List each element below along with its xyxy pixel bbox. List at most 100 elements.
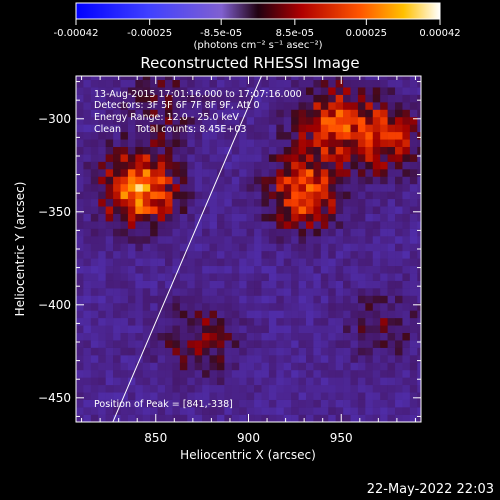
heatmap-pixel — [224, 340, 233, 348]
heatmap-pixel — [380, 243, 388, 252]
heatmap-pixel — [105, 124, 114, 133]
heatmap-pixel — [172, 340, 181, 348]
heatmap-pixel — [83, 317, 92, 326]
heatmap-pixel — [357, 295, 366, 304]
heatmap-pixel — [209, 340, 218, 348]
heatmap-pixel — [98, 258, 106, 267]
heatmap-pixel — [283, 176, 292, 185]
heatmap-pixel — [365, 206, 374, 214]
heatmap-pixel — [135, 384, 144, 393]
heatmap-pixel — [224, 310, 233, 319]
heatmap-pixel — [90, 94, 99, 103]
heatmap-pixel — [246, 191, 255, 200]
heatmap-pixel — [283, 362, 292, 371]
heatmap-pixel — [261, 213, 270, 222]
heatmap-pixel — [402, 325, 411, 334]
heatmap-pixel — [239, 340, 247, 348]
heatmap-pixel — [306, 340, 314, 348]
heatmap-pixel — [365, 116, 374, 125]
heatmap-pixel — [209, 116, 218, 125]
heatmap-pixel — [268, 317, 277, 326]
heatmap-pixel — [372, 347, 381, 356]
heatmap-pixel — [150, 265, 158, 274]
heatmap-pixel — [357, 76, 366, 81]
heatmap-pixel — [90, 102, 99, 110]
heatmap-pixel — [142, 94, 151, 103]
heatmap-pixel — [372, 407, 381, 415]
y-tick-label: −350 — [38, 205, 71, 219]
heatmap-pixel — [98, 377, 106, 386]
heatmap-pixel — [90, 399, 99, 408]
heatmap-pixel — [246, 295, 255, 304]
heatmap-pixel — [216, 235, 225, 244]
heatmap-pixel — [402, 116, 411, 125]
heatmap-pixel — [276, 169, 285, 177]
heatmap-pixel — [306, 280, 314, 289]
heatmap-pixel — [127, 154, 136, 162]
heatmap-pixel — [306, 124, 314, 133]
heatmap-pixel — [194, 310, 203, 319]
heatmap-pixel — [417, 414, 421, 422]
heatmap-pixel — [254, 109, 262, 118]
heatmap-pixel — [90, 131, 99, 140]
heatmap-pixel — [417, 332, 421, 341]
heatmap-pixel — [246, 228, 255, 237]
heatmap-pixel — [276, 392, 285, 400]
heatmap-pixel — [105, 213, 114, 222]
heatmap-pixel — [105, 250, 114, 259]
heatmap-pixel — [105, 295, 114, 304]
heatmap-pixel — [291, 183, 299, 192]
heatmap-pixel — [313, 265, 322, 274]
heatmap-pixel — [365, 392, 374, 400]
heatmap-pixel — [231, 302, 240, 311]
heatmap-pixel — [261, 131, 270, 140]
heatmap-pixel — [409, 399, 418, 408]
heatmap-pixel — [409, 102, 418, 110]
heatmap-pixel — [306, 295, 314, 304]
heatmap-pixel — [291, 94, 299, 103]
heatmap-pixel — [90, 295, 99, 304]
heatmap-pixel — [380, 258, 388, 267]
heatmap-pixel — [120, 317, 129, 326]
heatmap-pixel — [291, 146, 299, 155]
heatmap-pixel — [202, 377, 210, 386]
heatmap-pixel — [224, 131, 233, 140]
heatmap-pixel — [298, 377, 307, 386]
heatmap-pixel — [224, 154, 233, 162]
heatmap-pixel — [298, 332, 307, 341]
heatmap-pixel — [291, 369, 299, 378]
heatmap-pixel — [246, 109, 255, 118]
heatmap-pixel — [202, 221, 210, 229]
heatmap-pixel — [291, 176, 299, 185]
heatmap-pixel — [365, 325, 374, 334]
heatmap-pixel — [216, 355, 225, 363]
heatmap-pixel — [276, 198, 285, 207]
heatmap-pixel — [268, 191, 277, 200]
heatmap-pixel — [387, 369, 396, 378]
heatmap-pixel — [276, 206, 285, 214]
heatmap-pixel — [105, 302, 114, 311]
heatmap-pixel — [320, 206, 329, 214]
heatmap-pixel — [320, 355, 329, 363]
heatmap-pixel — [127, 131, 136, 140]
annotation-detectors: Detectors: 3F 5F 6F 7F 8F 9F, Att 0 — [94, 100, 260, 111]
heatmap-pixel — [127, 176, 136, 185]
heatmap-pixel — [76, 94, 84, 103]
heatmap-pixel — [343, 221, 351, 229]
heatmap-pixel — [209, 258, 218, 267]
heatmap-pixel — [343, 295, 351, 304]
heatmap-pixel — [254, 228, 262, 237]
heatmap-pixel — [313, 407, 322, 415]
heatmap-pixel — [276, 76, 285, 81]
heatmap-pixel — [261, 176, 270, 185]
heatmap-pixel — [283, 377, 292, 386]
heatmap-pixel — [127, 325, 136, 334]
heatmap-pixel — [328, 377, 336, 386]
heatmap-pixel — [372, 183, 381, 192]
heatmap-pixel — [105, 87, 114, 95]
heatmap-pixel — [202, 347, 210, 356]
heatmap-pixel — [127, 265, 136, 274]
heatmap-pixel — [372, 355, 381, 363]
heatmap-pixel — [98, 94, 106, 103]
heatmap-pixel — [306, 265, 314, 274]
